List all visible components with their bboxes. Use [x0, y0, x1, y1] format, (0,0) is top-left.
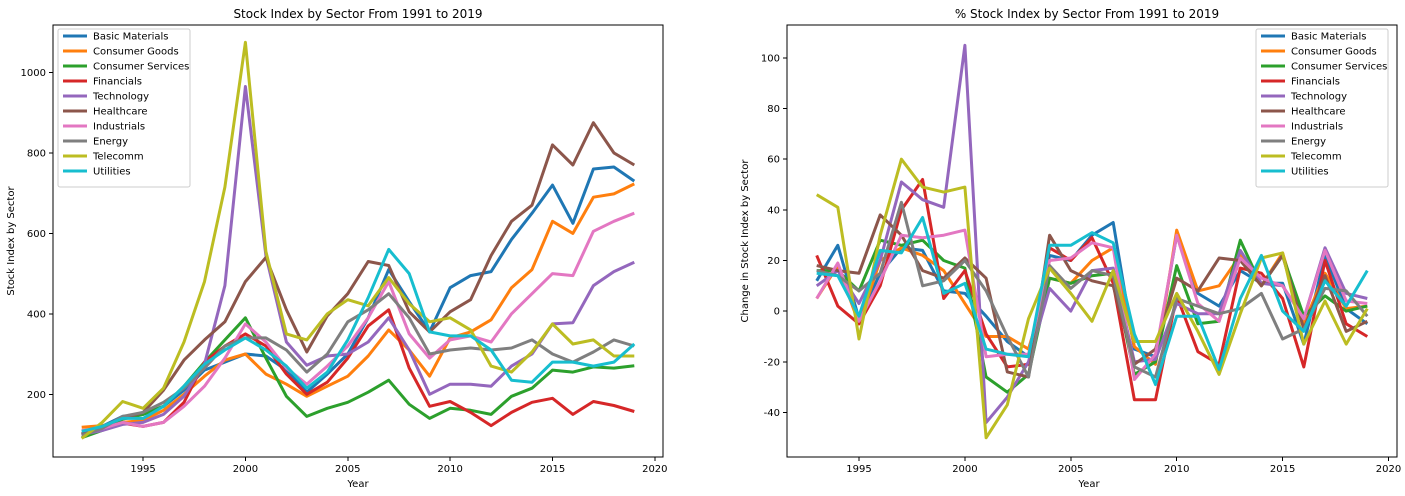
x-tick-label: 2005: [335, 464, 360, 475]
y-tick-label: 400: [27, 309, 46, 320]
x-tick-label: 2010: [1164, 464, 1189, 475]
y-tick-label: 0: [774, 307, 780, 318]
legend-label: Consumer Services: [1291, 62, 1387, 73]
x-axis-ticks: 1995 2000 2005 2010 2015 2020: [846, 457, 1401, 475]
series-line-financials: [81, 308, 635, 437]
legend-label: Healthcare: [93, 107, 148, 118]
series-line-consumer-goods: [815, 228, 1368, 366]
x-axis-ticks: 1995 2000 2005 2010 2015 2020: [130, 457, 668, 475]
legend: Basic Materials Consumer Goods Consumer Se…: [1255, 28, 1389, 188]
x-tick-label: 2015: [1270, 464, 1295, 475]
legend-label: Basic Materials: [1291, 32, 1367, 43]
legend-label: Industrials: [93, 122, 145, 133]
y-tick-label: 800: [27, 148, 46, 159]
legend-label: Healthcare: [1291, 107, 1346, 118]
series-line-healthcare: [816, 213, 1368, 379]
y-tick-label: 1000: [21, 68, 46, 79]
y-axis-label: Change in Stock Index by Sector: [740, 159, 751, 323]
y-tick-label: -20: [764, 357, 780, 368]
legend-label: Consumer Services: [93, 62, 189, 73]
x-tick-label: 2000: [952, 464, 977, 475]
series-line-utilities: [816, 216, 1369, 387]
x-tick-label: 2015: [540, 464, 565, 475]
series-line-telecomm: [815, 157, 1369, 440]
legend-label: Energy: [93, 137, 128, 148]
y-tick-label: -40: [764, 408, 780, 419]
legend-label: Basic Materials: [93, 32, 169, 43]
legend-label: Industrials: [1291, 122, 1343, 133]
legend-label: Energy: [1291, 137, 1326, 148]
x-axis-label: Year: [1077, 479, 1100, 490]
series-line-basic-materials: [81, 165, 636, 436]
series-line-healthcare: [81, 121, 636, 436]
y-tick-label: 60: [767, 155, 780, 166]
legend-label: Utilities: [93, 167, 131, 178]
x-tick-label: 2005: [1058, 464, 1083, 475]
series-line-energy: [816, 200, 1369, 379]
legend-frame: [1255, 28, 1389, 188]
x-tick-label: 2020: [1376, 464, 1401, 475]
x-tick-label: 1995: [130, 464, 155, 475]
y-tick-label: 100: [761, 53, 780, 64]
x-axis-label: Year: [346, 479, 369, 490]
y-tick-label: 40: [767, 205, 780, 216]
y-axis-label: Stock Index by Sector: [6, 186, 17, 296]
y-tick-label: 600: [27, 229, 46, 240]
legend: Basic Materials Consumer Goods Consumer Se…: [57, 28, 191, 188]
legend-label: Telecomm: [92, 152, 144, 163]
series-line-industrials: [81, 211, 635, 432]
series-line-telecomm: [80, 40, 635, 440]
legend-label: Financials: [93, 77, 142, 88]
legend-label: Financials: [1291, 77, 1340, 88]
y-tick-label: 80: [767, 104, 780, 115]
series-lines: [80, 40, 636, 440]
stock-index-chart: Stock Index by Sector From 1991 to 2019 …: [6, 7, 668, 490]
y-axis-ticks: -40 -20 0 20 40 60 80 100: [761, 53, 787, 419]
y-tick-label: 200: [27, 390, 46, 401]
y-axis-ticks: 200 400 600 800 1000: [21, 68, 53, 401]
x-tick-label: 2020: [642, 464, 667, 475]
plot-frame: [52, 24, 664, 458]
legend-label: Technology: [1290, 92, 1347, 103]
plot-frame: [786, 24, 1398, 458]
chart-title: % Stock Index by Sector From 1991 to 201…: [955, 7, 1219, 21]
legend-label: Consumer Goods: [93, 47, 179, 58]
series-line-utilities: [81, 247, 636, 433]
legend-label: Consumer Goods: [1291, 47, 1377, 58]
chart-title: Stock Index by Sector From 1991 to 2019: [233, 7, 482, 21]
legend-label: Utilities: [1291, 167, 1329, 178]
legend-label: Technology: [92, 92, 149, 103]
x-tick-label: 1995: [846, 464, 871, 475]
percent-change-chart: % Stock Index by Sector From 1991 to 201…: [740, 7, 1401, 490]
series-lines: [815, 43, 1369, 440]
x-tick-label: 2000: [233, 464, 258, 475]
series-line-consumer-goods: [81, 182, 635, 429]
legend-label: Telecomm: [1290, 152, 1342, 163]
x-tick-label: 2010: [437, 464, 462, 475]
legend-frame: [57, 28, 191, 188]
y-tick-label: 20: [767, 256, 780, 267]
